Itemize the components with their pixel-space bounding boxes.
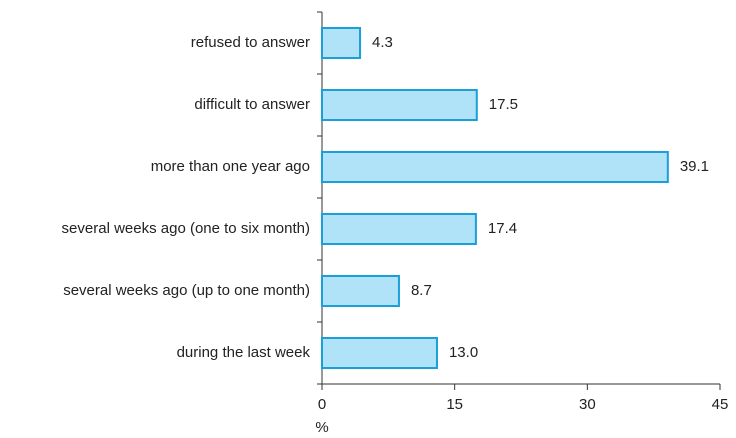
bar [321,151,669,183]
bar [321,275,400,307]
value-label: 4.3 [372,34,393,51]
value-label: 39.1 [680,158,709,175]
y-tick-label: difficult to answer [194,96,310,113]
value-label: 17.5 [489,96,518,113]
y-tick-label: during the last week [177,344,311,361]
y-tick-label: more than one year ago [151,158,310,175]
y-tick-label: refused to answer [191,34,310,51]
x-tick-label: 30 [579,396,596,413]
x-axis-label: % [315,419,328,436]
x-tick-label: 0 [318,396,326,413]
value-label: 17.4 [488,220,517,237]
x-tick-label: 15 [446,396,463,413]
y-tick-label: several weeks ago (up to one month) [63,282,310,299]
bar [321,337,438,369]
value-label: 8.7 [411,282,432,299]
bar [321,89,478,121]
y-tick-label: several weeks ago (one to six month) [62,220,310,237]
x-tick-label: 45 [712,396,729,413]
bar [321,213,477,245]
value-label: 13.0 [449,344,478,361]
bar [321,27,362,59]
